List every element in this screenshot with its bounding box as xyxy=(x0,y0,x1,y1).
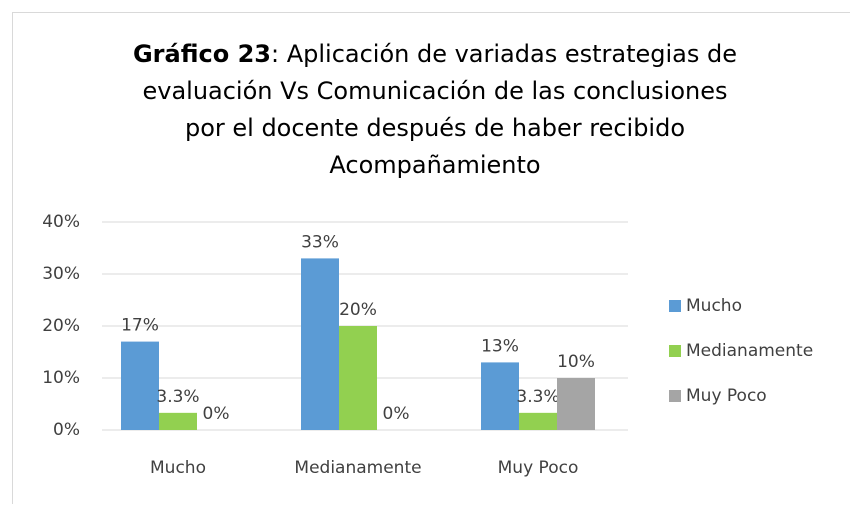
value-label: 3.3% xyxy=(516,387,559,407)
x-tick-label: Mucho xyxy=(150,458,206,478)
y-tick-label: 0% xyxy=(53,420,80,440)
title-text: : Aplicación de variadas estrategias de … xyxy=(142,40,738,179)
value-label: 3.3% xyxy=(156,387,199,407)
bar xyxy=(339,326,377,430)
value-label: 0% xyxy=(383,404,410,424)
y-tick-label: 10% xyxy=(42,368,80,388)
bar xyxy=(159,412,197,430)
bar xyxy=(121,341,159,430)
value-label: 33% xyxy=(301,232,339,252)
bar xyxy=(557,378,595,430)
value-label: 13% xyxy=(481,336,519,356)
legend-label: Muy Poco xyxy=(686,386,767,406)
title-prefix: Gráfico 23 xyxy=(132,40,271,68)
x-tick-label: Muy Poco xyxy=(498,458,579,478)
bar xyxy=(481,362,519,430)
y-tick-label: 20% xyxy=(42,316,80,336)
legend-label: Medianamente xyxy=(686,341,813,361)
legend-swatch xyxy=(669,345,681,357)
value-label: 10% xyxy=(557,352,595,372)
value-label: 17% xyxy=(121,316,159,336)
bar xyxy=(519,412,557,430)
x-tick-label: Medianamente xyxy=(294,458,421,478)
value-label: 0% xyxy=(203,404,230,424)
legend-swatch xyxy=(669,390,681,402)
bar xyxy=(301,258,339,430)
value-label: 20% xyxy=(339,300,377,320)
y-tick-label: 30% xyxy=(42,264,80,284)
chart-frame xyxy=(12,12,850,504)
y-tick-label: 40% xyxy=(42,212,80,232)
legend-swatch xyxy=(669,300,681,312)
legend-label: Mucho xyxy=(686,296,742,316)
chart-title: Gráfico 23: Aplicación de variadas estra… xyxy=(120,36,750,184)
